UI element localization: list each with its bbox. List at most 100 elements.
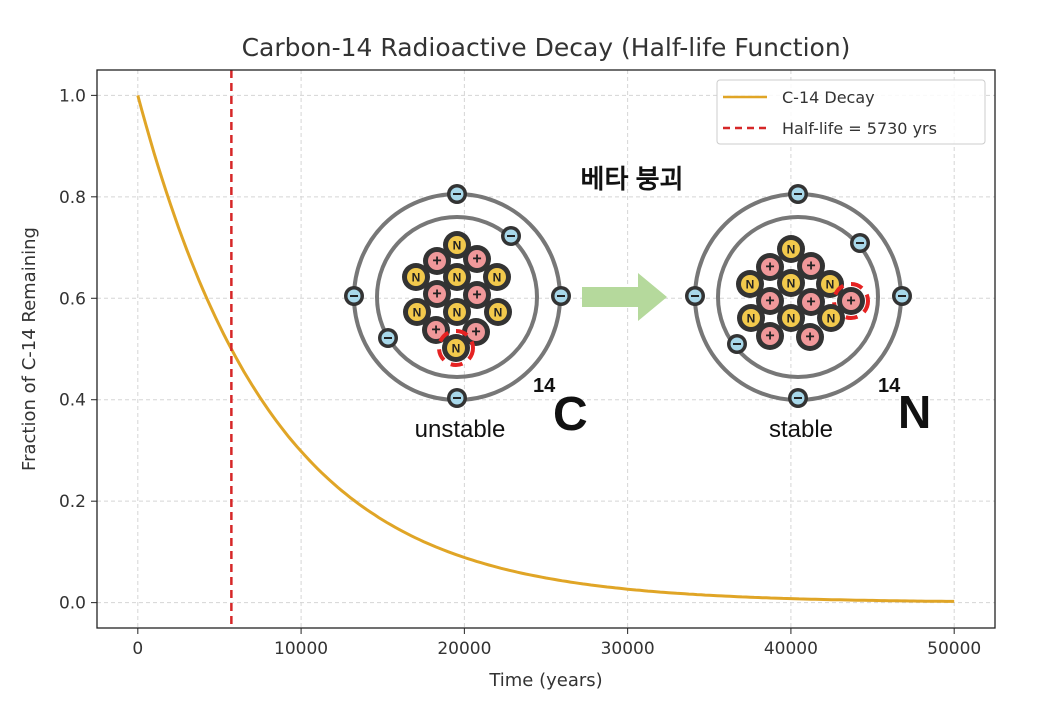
proton-particle: + bbox=[463, 245, 491, 273]
electron-icon bbox=[850, 233, 870, 253]
electron-icon bbox=[727, 334, 747, 354]
proton-glyph: + bbox=[765, 328, 774, 345]
neutron-glyph: N bbox=[747, 312, 756, 326]
neutron-particle: N bbox=[443, 231, 471, 259]
illustration-heading: 베타 붕괴 bbox=[581, 164, 684, 194]
inner-shell bbox=[375, 215, 539, 379]
x-axis-label: Time (years) bbox=[488, 670, 602, 691]
y-axis-label: Fraction of C-14 Remaining bbox=[19, 227, 40, 471]
neutron-glyph: N bbox=[493, 271, 502, 285]
proton-particle: + bbox=[832, 282, 870, 320]
electron-icon bbox=[685, 286, 705, 306]
neutron-glyph: N bbox=[827, 312, 836, 326]
electron-icon bbox=[344, 286, 364, 306]
outer-shell bbox=[352, 192, 562, 402]
legend-label-halflife: Half-life = 5730 yrs bbox=[782, 119, 937, 138]
neutron-particle: N bbox=[777, 235, 805, 263]
neutron-particle: N bbox=[403, 298, 431, 326]
carbon-mass-number: 14 bbox=[533, 375, 556, 397]
proton-glyph: + bbox=[806, 258, 815, 275]
neutron-glyph: N bbox=[453, 239, 462, 253]
proton-glyph: + bbox=[432, 286, 441, 303]
neutron-particle: N bbox=[443, 298, 471, 326]
neutron-glyph: N bbox=[453, 306, 462, 320]
axes-frame bbox=[96, 69, 996, 629]
neutron-particle: N bbox=[737, 304, 765, 332]
neutron-glyph: N bbox=[787, 312, 796, 326]
x-tick-label: 30000 bbox=[601, 639, 655, 659]
proton-particle: + bbox=[756, 287, 784, 315]
neutron-glyph: N bbox=[826, 278, 835, 292]
proton-glyph: + bbox=[472, 287, 481, 304]
neutron-particle: N bbox=[402, 263, 430, 291]
neutron-glyph: N bbox=[746, 278, 755, 292]
neutron-glyph: N bbox=[412, 271, 421, 285]
nitrogen-symbol: N bbox=[898, 386, 931, 438]
x-tick-label: 20000 bbox=[437, 639, 491, 659]
nitrogen-14-atom: N + + N N N + + + N N N + + bbox=[685, 184, 912, 408]
unstable-label: unstable bbox=[415, 416, 506, 443]
carbon-14-atom: N + + N N N + + N N N + + N bbox=[344, 184, 571, 408]
electron-icon bbox=[378, 328, 398, 348]
legend-box bbox=[716, 79, 986, 145]
neutron-glyph: N bbox=[787, 243, 796, 257]
arrow-icon bbox=[582, 273, 667, 321]
legend-label-decay: C-14 Decay bbox=[782, 88, 875, 107]
y-tick-label: 0.4 bbox=[59, 391, 86, 411]
neutron-particle: N bbox=[777, 269, 805, 297]
proton-particle: + bbox=[756, 322, 784, 350]
neutron-glyph: N bbox=[452, 342, 461, 356]
electron-icon bbox=[788, 388, 808, 408]
proton-glyph: + bbox=[471, 324, 480, 341]
neutron-glyph: N bbox=[453, 271, 462, 285]
x-tick-label: 50000 bbox=[927, 639, 981, 659]
nitrogen-mass-number: 14 bbox=[878, 375, 901, 397]
neutron-particle: N bbox=[777, 304, 805, 332]
neutron-particle: N bbox=[736, 270, 764, 298]
neutron-particle: N bbox=[484, 298, 512, 326]
proton-glyph: + bbox=[805, 329, 814, 346]
carbon-symbol: C bbox=[553, 388, 588, 441]
y-tick-label: 0.8 bbox=[59, 188, 86, 208]
y-tick-label: 0.0 bbox=[59, 594, 86, 614]
electron-icon bbox=[447, 388, 467, 408]
proton-particle: + bbox=[423, 247, 451, 275]
x-tick-label: 40000 bbox=[764, 639, 818, 659]
neutron-particle: N bbox=[437, 329, 475, 367]
proton-particle: + bbox=[462, 318, 490, 346]
electron-icon bbox=[788, 184, 808, 204]
grid bbox=[97, 70, 995, 628]
proton-glyph: + bbox=[846, 293, 855, 310]
proton-glyph: + bbox=[806, 294, 815, 311]
stable-label: stable bbox=[769, 416, 833, 443]
y-tick-label: 1.0 bbox=[59, 86, 86, 106]
y-tick-label: 0.6 bbox=[59, 289, 86, 309]
proton-particle: + bbox=[463, 281, 491, 309]
neutron-glyph: N bbox=[787, 277, 796, 291]
neutron-glyph: N bbox=[413, 306, 422, 320]
proton-glyph: + bbox=[431, 322, 440, 339]
proton-particle: + bbox=[797, 288, 825, 316]
neutron-particle: N bbox=[443, 263, 471, 291]
proton-particle: + bbox=[756, 253, 784, 281]
proton-glyph: + bbox=[765, 259, 774, 276]
legend: C-14 Decay Half-life = 5730 yrs bbox=[716, 79, 986, 145]
electron-icon bbox=[447, 184, 467, 204]
beta-decay-illustration: 베타 붕괴 N + + N N N + + N N N + + N N + + N N N + + + N N N + + unst… bbox=[344, 164, 931, 443]
electron-icon bbox=[501, 226, 521, 246]
chart-title: Carbon-14 Radioactive Decay (Half-life F… bbox=[242, 33, 851, 62]
neutron-particle: N bbox=[483, 263, 511, 291]
ticks: 0 10000 20000 30000 40000 50000 0.0 0.2 0.4 0.6 0.… bbox=[59, 86, 981, 659]
plot-area bbox=[136, 70, 955, 628]
proton-glyph: + bbox=[472, 251, 481, 268]
proton-particle: + bbox=[796, 323, 824, 351]
decay-highlight bbox=[437, 329, 475, 367]
y-tick-label: 0.2 bbox=[59, 492, 86, 512]
decay-curve bbox=[136, 95, 955, 603]
electron-icon bbox=[892, 286, 912, 306]
x-tick-label: 10000 bbox=[274, 639, 328, 659]
electron-icon bbox=[551, 286, 571, 306]
proton-glyph: + bbox=[432, 253, 441, 270]
neutron-particle: N bbox=[817, 304, 845, 332]
